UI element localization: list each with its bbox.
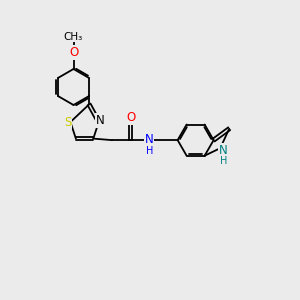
Text: N: N [145,133,154,146]
Text: O: O [126,111,135,124]
Text: N: N [219,144,228,157]
Text: H: H [220,156,227,166]
Text: CH₃: CH₃ [64,32,83,42]
Text: H: H [146,146,153,156]
Text: N: N [96,114,105,127]
Text: S: S [64,116,71,128]
Text: O: O [69,46,78,59]
